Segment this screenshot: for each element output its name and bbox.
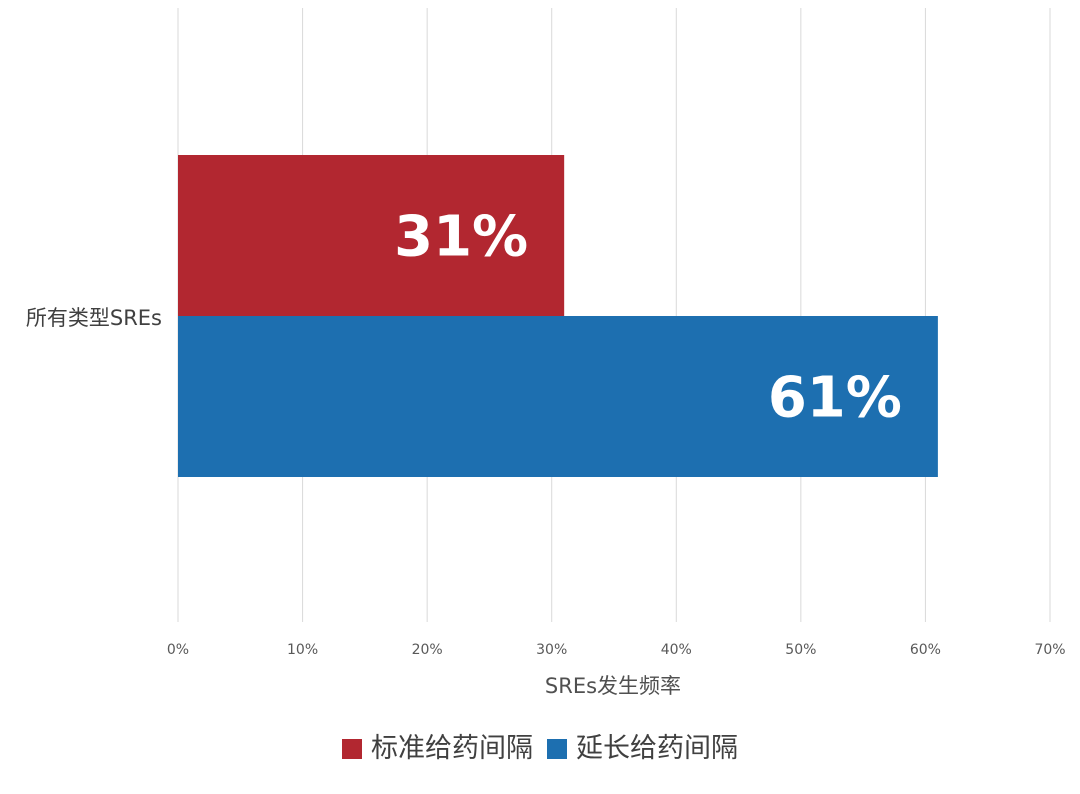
x-tick-label: 30% [536, 642, 567, 658]
x-tick-label: 70% [1034, 642, 1065, 658]
x-tick-label: 10% [287, 642, 318, 658]
legend-label: 延长给药间隔 [576, 733, 738, 764]
legend-label: 标准给药间隔 [371, 733, 533, 764]
legend-swatch [547, 739, 567, 759]
x-tick-label: 40% [661, 642, 692, 658]
legend-swatch [342, 739, 362, 759]
bar-data-label: 31% [394, 205, 528, 270]
legend: 标准给药间隔 延长给药间隔 [342, 733, 738, 764]
x-axis-title: SREs发生频率 [545, 674, 681, 698]
x-tick-label: 60% [910, 642, 941, 658]
bar [178, 316, 938, 477]
x-tick-label: 0% [167, 642, 189, 658]
x-tick-label: 20% [412, 642, 443, 658]
x-axis-ticks: 0% 10% 20% 30% 40% 50% 60% 70% [167, 642, 1066, 658]
bar-data-label: 61% [768, 366, 902, 431]
bars: 31% 61% [178, 155, 938, 477]
bar [178, 155, 565, 316]
category-label: 所有类型SREs [26, 306, 162, 330]
x-tick-label: 50% [785, 642, 816, 658]
